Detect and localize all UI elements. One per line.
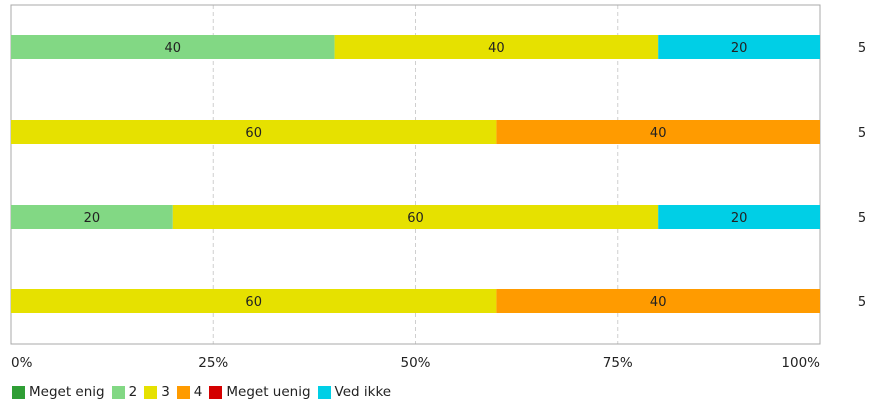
x-tick-label: 25% (198, 355, 228, 371)
bar-value-label: 60 (245, 295, 262, 310)
x-tick-label: 50% (400, 355, 430, 371)
bar-value-label: 20 (84, 211, 101, 226)
row-total-label: 5 (858, 41, 866, 56)
legend-item: 3 (144, 384, 170, 400)
legend-swatch (111, 385, 125, 399)
bar-value-label: 20 (731, 41, 748, 56)
bar-segment (658, 35, 820, 59)
bar-value-label: 40 (488, 41, 505, 56)
row-total-label: 5 (858, 211, 866, 226)
bar-segment (334, 35, 659, 59)
x-tick-label: 75% (603, 355, 633, 371)
bar-segment (496, 120, 820, 144)
bar-value-label: 20 (731, 211, 748, 226)
bar-segment (172, 205, 659, 229)
bar-segment (11, 289, 497, 313)
x-tick-label: 0% (11, 355, 33, 371)
legend-label: Ved ikke (334, 384, 392, 400)
legend-label: 4 (193, 384, 203, 400)
legend-swatch (317, 385, 331, 399)
x-tick-label: 100% (781, 355, 820, 371)
legend-label: Meget enig (29, 384, 105, 400)
chart-legend: Meget enig 2 3 4 Meget uenig Ved ikke (12, 382, 398, 402)
legend-swatch (209, 385, 223, 399)
bar-segment (496, 289, 820, 313)
legend-swatch (12, 385, 25, 399)
legend-item: Meget enig (12, 384, 105, 400)
legend-item: Meget uenig (209, 384, 311, 400)
legend-item: 4 (176, 384, 203, 400)
legend-swatch (144, 385, 158, 399)
row-total-label: 5 (858, 126, 866, 141)
legend-item: Ved ikke (317, 384, 392, 400)
bar-segment (11, 35, 335, 59)
legend-swatch (176, 385, 190, 399)
bar-value-label: 60 (245, 126, 262, 141)
bar-value-label: 60 (407, 211, 424, 226)
row-total-label: 5 (858, 295, 866, 310)
bar-segment (11, 120, 497, 144)
plot-frame (10, 4, 821, 345)
bar-value-label: 40 (165, 41, 182, 56)
legend-label: Meget uenig (226, 384, 311, 400)
bar-value-label: 40 (650, 126, 667, 141)
legend-label: 3 (161, 384, 170, 400)
bar-segment (11, 205, 173, 229)
bar-value-label: 40 (650, 295, 667, 310)
legend-item: 2 (111, 384, 138, 400)
legend-label: 2 (128, 384, 138, 400)
bar-segment (658, 205, 820, 229)
